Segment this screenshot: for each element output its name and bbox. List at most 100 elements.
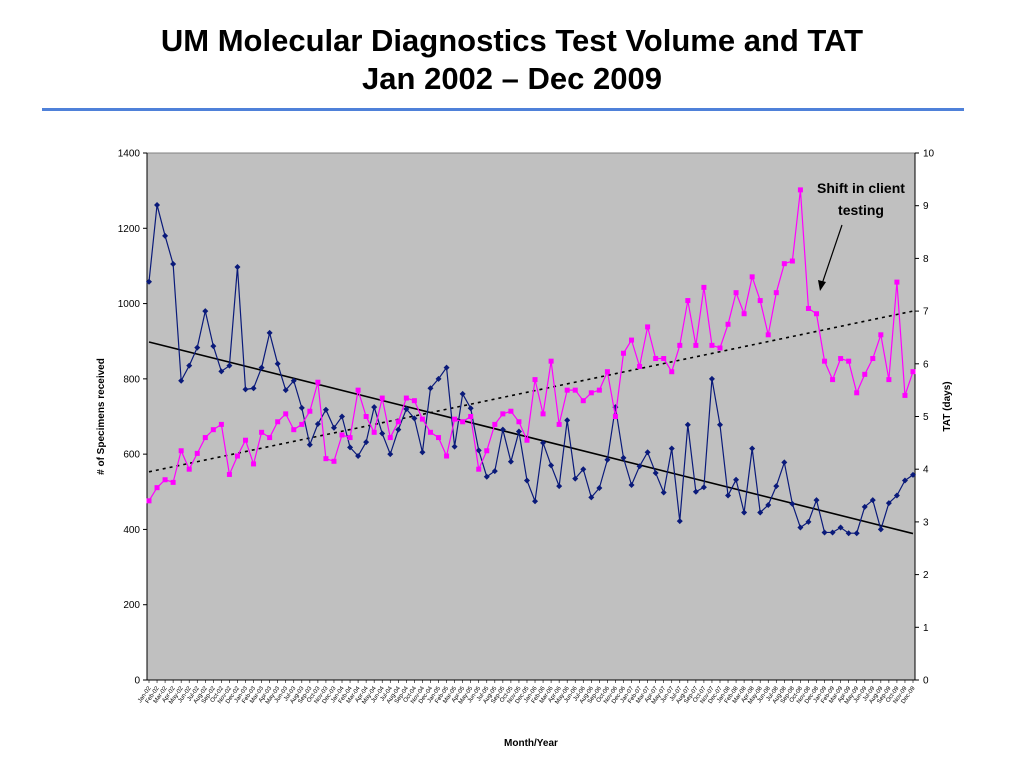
tat-point xyxy=(717,345,723,351)
volume-point xyxy=(379,430,386,437)
volume-point xyxy=(371,404,378,411)
tat-point xyxy=(548,358,554,364)
tat-point xyxy=(637,363,643,369)
volume-point xyxy=(523,477,530,484)
tat-point xyxy=(267,435,273,441)
tat-point xyxy=(476,466,482,472)
tat-point xyxy=(436,435,442,441)
right-y-axis: 0 1 2 3 4 5 6 7 8 9 10 xyxy=(914,149,935,687)
tat-point xyxy=(210,427,216,433)
volume-point xyxy=(733,476,740,483)
volume-point xyxy=(877,526,884,533)
tat-point xyxy=(862,371,868,377)
volume-point xyxy=(363,439,370,446)
tat-point xyxy=(620,350,626,356)
tat-point xyxy=(564,387,570,393)
tat-point xyxy=(347,435,353,441)
volume-point xyxy=(837,524,844,531)
volume-point xyxy=(186,362,193,369)
tat-point xyxy=(162,477,168,483)
tat-point xyxy=(419,416,425,422)
volume-point xyxy=(347,444,354,451)
tat-point xyxy=(243,437,249,443)
right-tick-label: 7 xyxy=(923,307,929,318)
volume-point xyxy=(821,529,828,536)
volume-trendline xyxy=(148,341,914,535)
tat-point xyxy=(283,411,289,417)
tat-point xyxy=(661,356,667,362)
volume-point xyxy=(885,500,892,507)
volume-point xyxy=(628,482,635,489)
volume-point xyxy=(330,424,337,431)
annotation-line2: testing xyxy=(838,202,884,218)
left-tick-label: 400 xyxy=(123,525,140,536)
tat-point xyxy=(813,311,819,317)
tat-point xyxy=(234,453,240,459)
volume-point xyxy=(797,524,804,531)
volume-point xyxy=(716,421,723,428)
volume-point xyxy=(403,405,410,412)
volume-point xyxy=(660,489,667,496)
volume-point xyxy=(644,449,651,456)
left-tick-label: 200 xyxy=(123,600,140,611)
tat-point xyxy=(500,411,506,417)
volume-point xyxy=(146,278,152,285)
tat-point xyxy=(315,379,321,385)
volume-point xyxy=(499,426,506,433)
volume-trendline-line xyxy=(148,341,914,535)
volume-point xyxy=(725,492,732,499)
tat-point xyxy=(612,414,618,419)
volume-point xyxy=(226,362,233,369)
volume-point xyxy=(387,451,394,458)
right-tick-label: 9 xyxy=(923,201,929,212)
volume-point xyxy=(339,413,346,420)
left-tick-label: 1400 xyxy=(118,149,141,160)
right-tick-label: 4 xyxy=(923,465,929,476)
tat-point xyxy=(596,387,602,393)
volume-point xyxy=(507,458,514,465)
tat-point xyxy=(572,387,578,393)
volume-point xyxy=(676,518,683,525)
volume-point xyxy=(869,497,876,504)
left-tick-label: 1000 xyxy=(118,299,141,310)
volume-point xyxy=(194,344,201,351)
right-axis-title: TAT (days) xyxy=(942,381,953,431)
tat-point xyxy=(460,419,466,425)
volume-point xyxy=(572,475,579,482)
tat-point xyxy=(540,411,546,417)
tat-point xyxy=(411,398,417,404)
tat-point xyxy=(427,429,433,435)
tat-point xyxy=(395,419,401,425)
volume-series xyxy=(146,201,916,537)
volume-point xyxy=(170,261,177,268)
tat-point xyxy=(178,448,184,454)
right-tick-label: 3 xyxy=(923,517,929,528)
volume-point xyxy=(451,443,458,450)
annotation-arrow xyxy=(821,224,843,285)
volume-point xyxy=(805,518,812,525)
tat-point xyxy=(186,466,192,472)
volume-point xyxy=(234,264,241,271)
tat-point xyxy=(452,416,458,422)
tat-point xyxy=(323,456,329,462)
tat-point xyxy=(339,432,345,438)
tat-point xyxy=(363,414,369,419)
right-tick-label: 1 xyxy=(923,623,929,634)
volume-point xyxy=(290,377,297,384)
tat-point xyxy=(709,342,715,348)
volume-point xyxy=(298,404,305,411)
right-tick-label: 10 xyxy=(923,149,935,160)
volume-point xyxy=(604,456,611,463)
volume-point xyxy=(708,375,715,382)
volume-point xyxy=(411,415,418,422)
tat-point xyxy=(202,435,208,441)
volume-point xyxy=(540,439,547,446)
volume-point xyxy=(266,329,273,336)
tat-point xyxy=(822,358,828,364)
tat-point xyxy=(886,377,892,383)
volume-point xyxy=(475,447,482,454)
volume-point xyxy=(491,468,498,475)
volume-point xyxy=(652,469,659,476)
tat-point xyxy=(403,395,409,401)
